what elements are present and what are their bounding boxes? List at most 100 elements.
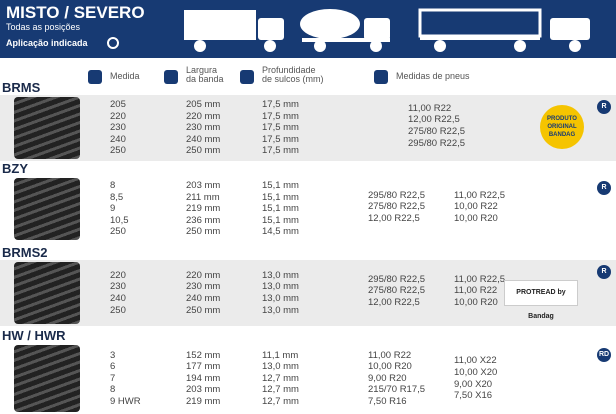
tire-size-cell: 275/80 R22,5 xyxy=(368,201,426,213)
column-icon xyxy=(164,70,178,84)
tire-size-cell: 295/80 R22,5 xyxy=(408,137,466,149)
medida-cell: 3 xyxy=(110,349,116,361)
tire-image xyxy=(14,97,80,159)
header-band xyxy=(0,0,616,58)
largura-cell: 220 mm xyxy=(186,110,221,122)
truck-icons xyxy=(184,8,590,52)
profundidade-cell: 12,7 mm xyxy=(262,395,299,407)
tire-size-cell: 7,50 X16 xyxy=(454,390,493,402)
profundidade-cell: 17,5 mm xyxy=(262,99,299,110)
tire-size-cell: 11,00 R22 xyxy=(408,102,452,114)
tire-size-cell: 12,00 R22,5 xyxy=(368,212,420,224)
application-circle xyxy=(107,37,119,49)
tire-size-cell: 11,00 R22,5 xyxy=(454,189,506,201)
section-band xyxy=(0,343,616,414)
column-header: Medida xyxy=(110,71,140,81)
profundidade-cell: 17,5 mm xyxy=(262,122,299,134)
logo: PROTREAD by Bandag xyxy=(504,280,578,320)
profundidade-cell: 15,1 mm xyxy=(262,214,299,226)
section-band xyxy=(0,95,616,161)
largura-cell: 211 mm xyxy=(186,191,220,203)
largura-cell: 230 mm xyxy=(186,122,221,134)
tire-size-cell: 10,00 R20 xyxy=(454,296,498,308)
tire-size-cell: 10,00 R20 xyxy=(368,361,412,373)
tire-size-cell: 10,00 R22 xyxy=(454,201,498,213)
tire-size-cell: 215/70 R17,5 xyxy=(368,384,426,396)
logo: PRODUTO ORIGINAL BANDAG xyxy=(540,105,584,149)
profundidade-cell: 17,5 mm xyxy=(262,145,299,157)
tire-size-cell: 295/80 R22,5 xyxy=(368,273,426,285)
section-band xyxy=(0,176,616,242)
medida-cell: 7 xyxy=(110,372,116,384)
column-icon xyxy=(240,70,254,84)
profundidade-cell: 15,1 mm xyxy=(262,203,299,215)
tire-size-cell: 11,00 R22 xyxy=(454,285,498,297)
tire-size-cell: 10,00 X20 xyxy=(454,366,498,378)
medida-cell: 6 xyxy=(110,361,116,373)
largura-cell: 219 mm xyxy=(186,395,221,407)
badge: R xyxy=(597,181,611,195)
profundidade-cell: 13,0 mm xyxy=(262,361,299,373)
tire-size-cell: 295/80 R22,5 xyxy=(368,189,426,201)
medida-cell: 8 xyxy=(110,180,116,191)
tire-image xyxy=(14,178,80,240)
tire-size-cell: 12,00 R22,5 xyxy=(408,114,460,126)
profundidade-cell: 12,7 mm xyxy=(262,384,299,396)
tire-image xyxy=(14,262,80,324)
profundidade-cell: 13,0 mm xyxy=(262,281,299,293)
profundidade-cell: 11,1 mm xyxy=(262,349,299,361)
profundidade-cell: 13,0 mm xyxy=(262,269,299,281)
largura-cell: 240 mm xyxy=(186,293,221,304)
profundidade-cell: 13,0 mm xyxy=(262,304,299,316)
largura-cell: 177 mm xyxy=(186,361,221,373)
tire-size-cell: 9,00 R20 xyxy=(368,372,407,384)
badge: RD xyxy=(597,348,611,362)
tire-size-cell: 275/80 R22,5 xyxy=(368,285,426,297)
largura-cell: 219 mm xyxy=(186,203,221,215)
tire-size-cell: 9,00 X20 xyxy=(454,378,493,390)
column-header: Largura da banda xyxy=(186,65,224,84)
tire-size-cell: 11,00 R22,5 xyxy=(454,273,506,285)
largura-cell: 152 mm xyxy=(186,349,221,361)
largura-cell: 205 mm xyxy=(186,99,221,110)
medida-cell: 9 xyxy=(110,203,116,215)
largura-cell: 203 mm xyxy=(186,180,221,191)
medida-cell: 9 HWR xyxy=(110,395,141,407)
profundidade-cell: 12,7 mm xyxy=(262,372,299,384)
medida-cell: 240 xyxy=(110,293,126,304)
badge: R xyxy=(597,265,611,279)
tire-size-cell: 7,50 R16 xyxy=(368,395,407,407)
medida-cell: 250 xyxy=(110,304,126,316)
section-title: BZY xyxy=(2,161,28,176)
medida-cell: 230 xyxy=(110,122,126,134)
largura-cell: 236 mm xyxy=(186,214,221,226)
largura-cell: 250 mm xyxy=(186,145,221,157)
medida-cell: 8,5 xyxy=(110,191,124,203)
tire-size-cell: 10,00 R20 xyxy=(454,212,498,224)
largura-cell: 194 mm xyxy=(186,372,221,384)
column-icon xyxy=(88,70,102,84)
medida-cell: 10,5 xyxy=(110,214,129,226)
column-icon xyxy=(374,70,388,84)
tire-size-cell: 275/80 R22,5 xyxy=(408,126,466,137)
medida-cell: 240 xyxy=(110,133,126,145)
profundidade-cell: 13,0 mm xyxy=(262,293,299,304)
largura-cell: 230 mm xyxy=(186,281,221,293)
medida-cell: 220 xyxy=(110,110,126,122)
application-label: Aplicação indicada xyxy=(6,38,88,48)
medida-cell: 230 xyxy=(110,281,126,293)
section-title: BRMS xyxy=(2,80,41,95)
tire-size-cell: 12,00 R22,5 xyxy=(368,296,420,308)
profundidade-cell: 15,1 mm xyxy=(262,191,299,203)
profundidade-cell: 14,5 mm xyxy=(262,226,299,238)
tire-size-cell: 11,00 R22 xyxy=(368,349,412,361)
profundidade-cell: 15,1 mm xyxy=(262,180,299,191)
medida-cell: 8 xyxy=(110,384,116,396)
column-header: Profundidade de sulcos (mm) xyxy=(262,65,324,84)
medida-cell: 250 xyxy=(110,145,126,157)
section-title: BRMS2 xyxy=(2,245,48,260)
largura-cell: 220 mm xyxy=(186,269,221,281)
largura-cell: 240 mm xyxy=(186,133,221,145)
subtitle: Todas as posições xyxy=(6,22,81,32)
largura-cell: 250 mm xyxy=(186,226,221,238)
